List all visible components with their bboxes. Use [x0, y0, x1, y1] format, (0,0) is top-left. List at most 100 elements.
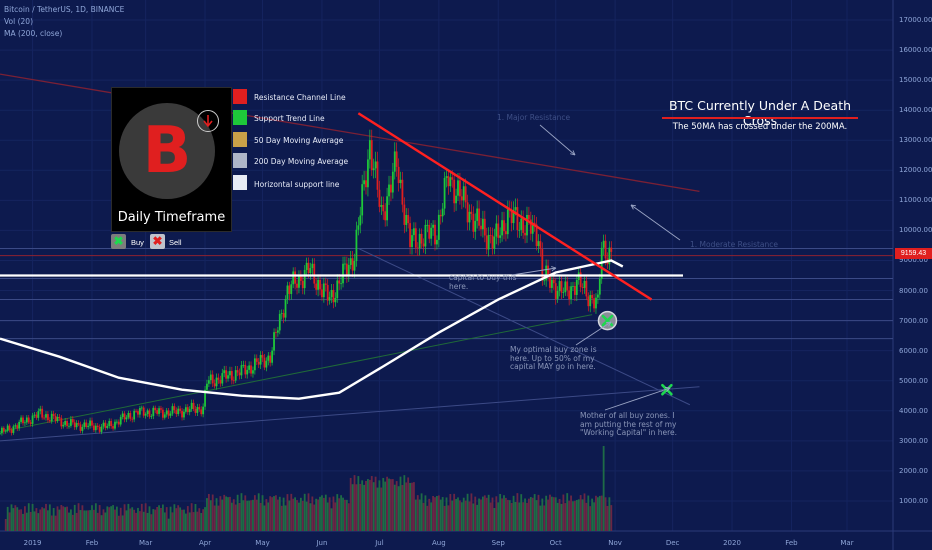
annotation-arrow-head: [664, 386, 671, 392]
volume-bar: [238, 502, 241, 531]
volume-bar: [430, 502, 433, 531]
volume-bar: [204, 507, 206, 531]
candle: [171, 406, 174, 414]
candle: [298, 274, 300, 288]
candle: [238, 372, 241, 376]
candle: [487, 234, 490, 250]
volume-bar: [125, 510, 128, 531]
down-arrow-icon: [197, 110, 219, 132]
candle: [437, 214, 440, 240]
candle: [340, 283, 343, 285]
volume-bar: [313, 504, 316, 531]
volume-bar: [135, 512, 137, 531]
candle: [10, 429, 13, 433]
candle: [127, 413, 130, 418]
candle: [539, 241, 542, 250]
volume-bar: [211, 494, 214, 531]
volume-bar: [29, 511, 32, 531]
candle: [1, 427, 3, 434]
candle: [194, 409, 197, 413]
volume-bar: [232, 499, 235, 531]
candle: [303, 270, 306, 289]
volume-bar: [470, 493, 473, 531]
volume-bar: [453, 493, 456, 531]
annotation-arrow: [575, 321, 612, 346]
volume-bar: [483, 495, 486, 531]
volume-bar: [445, 497, 448, 531]
volume-bar: [334, 502, 337, 531]
annotation-arrow-head: [570, 150, 576, 156]
volume-bar: [290, 493, 293, 531]
volume-bar: [391, 479, 394, 531]
candle: [528, 214, 530, 220]
y-tick-label: 1000.00: [899, 496, 928, 505]
volume-bar: [537, 494, 540, 531]
candle: [54, 415, 57, 422]
candle: [58, 416, 61, 419]
candle: [60, 418, 63, 427]
candle: [554, 283, 557, 299]
y-tick-label: 6000.00: [899, 346, 928, 355]
candle: [92, 425, 95, 431]
volume-bar: [595, 495, 597, 531]
candle: [246, 369, 249, 375]
candle: [307, 262, 310, 274]
candle: [485, 235, 488, 250]
volume-bar: [516, 493, 519, 531]
volume-bar: [284, 505, 287, 531]
candle: [282, 313, 285, 318]
y-tick-label: 5000.00: [899, 376, 928, 385]
volume-bar: [495, 496, 498, 531]
volume-bar: [89, 510, 91, 531]
note-mother-buy-zone: Mother of all buy zones. I am putting th…: [580, 411, 677, 438]
candle: [31, 415, 34, 424]
candle: [79, 424, 82, 431]
volume-bar: [98, 505, 101, 531]
candle: [462, 186, 465, 201]
candle: [596, 294, 599, 298]
candle: [311, 263, 314, 269]
volume-bar: [267, 502, 270, 531]
candle: [579, 272, 582, 288]
volume-bar: [292, 498, 295, 531]
volume-bar: [183, 509, 185, 531]
volume-bar: [549, 494, 551, 531]
ma-indicator-label: MA (200, close): [4, 29, 63, 38]
volume-bar: [545, 495, 548, 531]
volume-bar: [60, 504, 63, 531]
candle: [520, 218, 523, 230]
volume-bar: [8, 512, 11, 531]
volume-bar: [608, 497, 611, 531]
candle: [81, 426, 84, 431]
x-tick-label: 2019: [23, 539, 42, 547]
volume-bar: [478, 498, 480, 531]
volume-bar: [179, 507, 182, 531]
volume-bar: [403, 475, 406, 531]
candle: [83, 422, 86, 427]
candle: [16, 425, 19, 429]
horizontal-key-swatch: [233, 175, 247, 190]
volume-bar: [10, 504, 13, 531]
candle: [441, 208, 444, 217]
timeframe-label: Daily Timeframe: [117, 210, 226, 225]
volume-bar: [541, 498, 544, 531]
buy-label: Buy: [131, 238, 144, 247]
candle: [276, 330, 279, 333]
candle: [217, 377, 220, 380]
candle: [468, 211, 471, 223]
volume-bar: [200, 513, 203, 531]
candle: [516, 207, 519, 231]
candle: [290, 284, 293, 294]
candle: [278, 313, 281, 331]
candle: [296, 283, 298, 288]
candle: [572, 285, 574, 287]
x-tick-label: Apr: [198, 539, 212, 547]
candle: [470, 211, 473, 214]
volume-bar: [409, 482, 411, 531]
candle: [240, 365, 243, 376]
candle: [581, 287, 584, 288]
volume-bar: [342, 497, 344, 531]
candle: [503, 220, 505, 232]
volume-bar: [148, 506, 151, 531]
volume-bar: [62, 506, 65, 531]
